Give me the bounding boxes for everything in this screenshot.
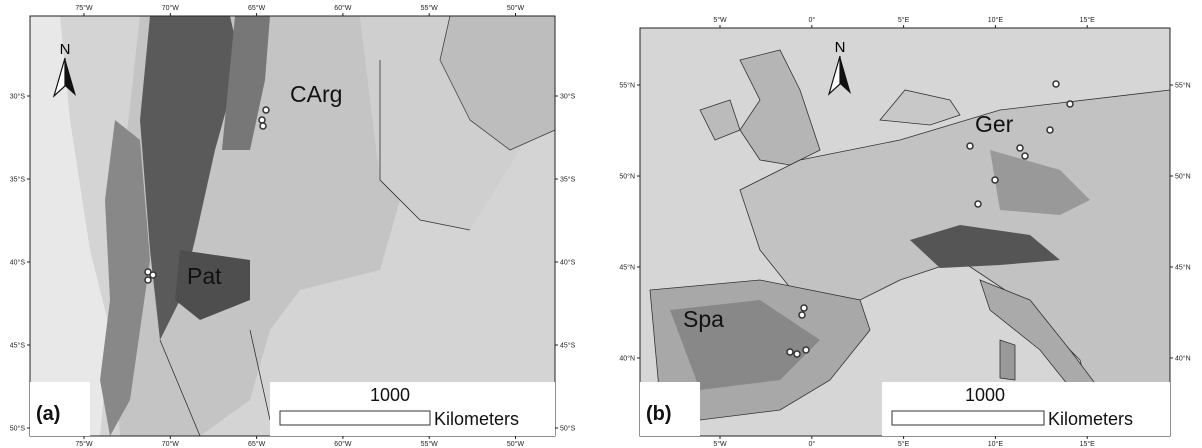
- lon-label: 70°W: [162, 440, 180, 448]
- scale-unit: Kilometers: [1048, 409, 1133, 429]
- lat-label: 45°N: [619, 264, 635, 272]
- lon-label: 65°W: [248, 4, 266, 12]
- panel-label: (b): [646, 403, 672, 425]
- north-arrow: [840, 56, 851, 94]
- lat-label: 35°S: [560, 176, 576, 184]
- lat-label: 50°S: [10, 425, 26, 433]
- lon-label: 5°W: [713, 440, 727, 448]
- lon-label: 10°E: [988, 440, 1004, 448]
- region-label: Pat: [187, 263, 222, 289]
- north-arrow: [65, 58, 76, 96]
- panel-label-box: [640, 382, 700, 436]
- lon-label: 0°: [808, 440, 815, 448]
- lat-label: 50°N: [1175, 173, 1191, 181]
- region-label: Spa: [683, 306, 724, 332]
- lon-label: 50°W: [507, 4, 525, 12]
- lat-label: 50°N: [619, 173, 635, 181]
- lon-label: 5°W: [713, 16, 727, 24]
- lat-label: 30°S: [560, 93, 576, 101]
- lon-label: 75°W: [75, 440, 93, 448]
- lon-label: 5°E: [898, 16, 910, 24]
- panel-label: (a): [36, 403, 60, 425]
- lat-label: 55°N: [619, 82, 635, 90]
- north-label: N: [835, 39, 846, 56]
- lat-label: 40°N: [619, 355, 635, 363]
- scale-box: [270, 382, 555, 436]
- region-label: CArg: [290, 81, 342, 107]
- lat-label: 35°S: [10, 176, 26, 184]
- lat-label: 45°S: [10, 342, 26, 350]
- terrain-a: [30, 16, 555, 436]
- lon-label: 75°W: [75, 4, 93, 12]
- panel-label-box: [30, 382, 90, 436]
- lon-label: 50°W: [507, 440, 525, 448]
- lon-label: 65°W: [248, 440, 266, 448]
- terrain-b: [640, 28, 1170, 436]
- lon-label: 15°E: [1080, 440, 1096, 448]
- lat-label: 45°N: [1175, 264, 1191, 272]
- region-label: Ger: [975, 111, 1014, 137]
- scale-box: [882, 382, 1170, 436]
- lon-label: 0°: [808, 16, 815, 24]
- north-label: N: [60, 41, 71, 58]
- lon-label: 70°W: [162, 4, 180, 12]
- scale-unit: Kilometers: [434, 409, 519, 429]
- lat-label: 30°S: [10, 93, 26, 101]
- scale-bar: [279, 410, 431, 426]
- lon-label: 10°E: [988, 16, 1004, 24]
- lon-label: 15°E: [1080, 16, 1096, 24]
- lon-label: 60°W: [334, 440, 352, 448]
- lat-label: 40°S: [560, 259, 576, 267]
- lat-label: 40°N: [1175, 355, 1191, 363]
- lon-label: 5°E: [898, 440, 910, 448]
- lat-label: 45°S: [560, 342, 576, 350]
- scale-distance: 1000: [370, 385, 410, 405]
- lat-label: 50°S: [560, 425, 576, 433]
- lon-label: 55°W: [421, 4, 439, 12]
- lat-label: 40°S: [10, 259, 26, 267]
- scale-distance: 1000: [965, 385, 1005, 405]
- scale-bar: [891, 410, 1045, 426]
- lon-label: 60°W: [334, 4, 352, 12]
- lon-label: 55°W: [421, 440, 439, 448]
- lat-label: 55°N: [1175, 82, 1191, 90]
